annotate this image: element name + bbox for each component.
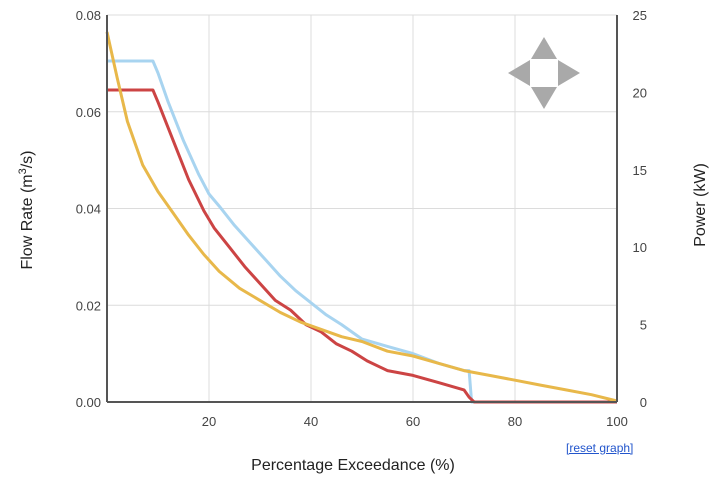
y-left-axis-title: Flow Rate (m3/s) [17, 150, 36, 269]
y-right-tick-label: 20 [633, 85, 647, 100]
y-left-tick-label: 0.06 [76, 105, 101, 120]
x-tick-label: 20 [202, 414, 216, 429]
pan-center[interactable] [531, 60, 557, 86]
x-axis-title: Percentage Exceedance (%) [251, 457, 455, 474]
y-left-tick-label: 0.04 [76, 202, 101, 217]
x-tick-label: 60 [406, 414, 420, 429]
y-left-tick-label: 0.00 [76, 395, 101, 410]
y-right-tick-label: 5 [640, 318, 647, 333]
x-tick-label: 40 [304, 414, 318, 429]
y-right-tick-label: 0 [640, 395, 647, 410]
y-right-tick-label: 10 [633, 240, 647, 255]
y-left-tick-label: 0.02 [76, 298, 101, 313]
y-left-tick-label: 0.08 [76, 8, 101, 23]
x-tick-label: 80 [508, 414, 522, 429]
x-tick-label: 100 [606, 414, 628, 429]
y-right-axis-title: Power (kW) [692, 163, 709, 247]
reset-graph-link[interactable]: [reset graph] [566, 441, 633, 455]
y-right-tick-label: 25 [633, 8, 647, 23]
y-right-tick-label: 15 [633, 163, 647, 178]
